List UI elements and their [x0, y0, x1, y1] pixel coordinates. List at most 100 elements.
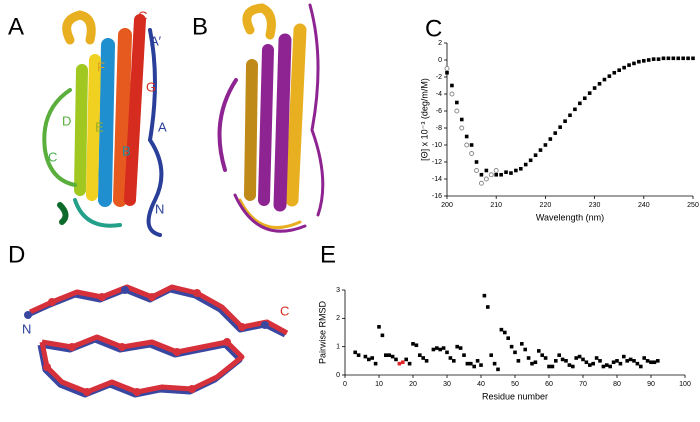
- data-point: [449, 91, 455, 97]
- data-point: [513, 350, 517, 355]
- data-point: [651, 57, 656, 61]
- data-point: [564, 359, 568, 363]
- data-point: [594, 356, 599, 360]
- data-point: [538, 148, 543, 152]
- data-point: [499, 172, 503, 177]
- y-tick-label: -4: [436, 91, 442, 98]
- data-point: [418, 353, 422, 357]
- data-point: [483, 176, 489, 182]
- data-point: [628, 357, 633, 362]
- data-point: [509, 344, 514, 349]
- data-point: [421, 356, 425, 360]
- x-tick-label: 80: [613, 381, 621, 388]
- data-point: [605, 363, 609, 367]
- data-point: [493, 168, 499, 173]
- data-point: [543, 356, 548, 360]
- data-point: [465, 361, 470, 366]
- data-point: [625, 359, 629, 363]
- data-point: [681, 56, 685, 61]
- data-point: [528, 158, 533, 163]
- data-point: [560, 357, 565, 362]
- x-tick-label: 100: [679, 381, 691, 388]
- structure-label: F: [97, 59, 105, 74]
- data-point: [489, 353, 493, 357]
- data-point: [445, 350, 449, 355]
- data-point: [649, 360, 653, 365]
- data-point: [645, 359, 650, 363]
- structure-label: A: [158, 119, 167, 134]
- data-point: [441, 346, 446, 350]
- data-point: [581, 357, 585, 362]
- data-point: [557, 353, 561, 357]
- y-tick-label: 0: [438, 57, 442, 64]
- data-point: [438, 347, 442, 352]
- data-point: [547, 364, 551, 369]
- data-point: [367, 357, 371, 362]
- data-point: [353, 350, 357, 355]
- data-point: [543, 143, 548, 147]
- data-point: [370, 356, 374, 360]
- data-point: [397, 361, 402, 366]
- data-point: [478, 180, 484, 186]
- data-point: [479, 172, 484, 177]
- data-point: [577, 354, 582, 359]
- data-point: [592, 86, 597, 90]
- panel-label: A: [8, 13, 24, 40]
- data-point: [459, 125, 465, 131]
- structure-b: [217, 3, 325, 233]
- structure-label: C: [48, 149, 57, 164]
- data-point: [450, 83, 454, 88]
- data-point: [401, 360, 405, 365]
- data-point: [611, 360, 616, 365]
- data-point: [509, 171, 513, 175]
- data-point: [459, 117, 464, 122]
- structure-label: C: [280, 303, 289, 318]
- data-point: [506, 336, 510, 340]
- structure-label: G: [146, 79, 156, 94]
- data-point: [488, 172, 494, 178]
- x-tick-label: 50: [511, 381, 519, 388]
- data-point: [573, 107, 577, 112]
- data-point: [469, 361, 473, 366]
- data-point: [431, 347, 436, 352]
- data-point: [479, 363, 483, 367]
- panel-label: E: [320, 241, 336, 268]
- y-tick-label: -12: [432, 159, 442, 166]
- data-point: [514, 168, 518, 173]
- data-point: [474, 168, 479, 173]
- data-point: [646, 58, 651, 62]
- data-point: [597, 82, 602, 86]
- data-point: [537, 349, 541, 353]
- y-tick-label: 3: [336, 287, 340, 294]
- data-point: [618, 361, 623, 366]
- structure-a: [42, 10, 164, 237]
- x-tick-label: 60: [545, 381, 553, 388]
- y-tick-label: 1: [336, 344, 340, 351]
- data-point: [445, 70, 449, 75]
- data-point: [435, 346, 439, 350]
- data-point: [452, 359, 456, 363]
- y-tick-label: 0: [336, 372, 340, 379]
- x-tick-label: 10: [375, 381, 383, 388]
- x-tick-label: 30: [443, 381, 451, 388]
- data-point: [588, 363, 592, 367]
- data-point: [424, 359, 429, 363]
- data-point: [656, 359, 660, 363]
- data-point: [553, 131, 558, 135]
- data-point: [574, 356, 578, 360]
- data-point: [380, 333, 385, 338]
- data-point: [494, 172, 498, 177]
- x-tick-label: 230: [589, 202, 601, 209]
- x-tick-label: 90: [647, 381, 655, 388]
- data-point: [642, 59, 646, 63]
- data-point: [656, 57, 661, 61]
- data-point: [558, 125, 562, 129]
- structure-label: E: [95, 119, 104, 134]
- data-point: [444, 66, 450, 71]
- data-point: [622, 354, 626, 359]
- data-point: [602, 77, 607, 82]
- data-point: [632, 359, 636, 363]
- data-point: [617, 68, 621, 72]
- panel-label: D: [8, 241, 25, 268]
- x-tick-label: 250: [687, 202, 699, 209]
